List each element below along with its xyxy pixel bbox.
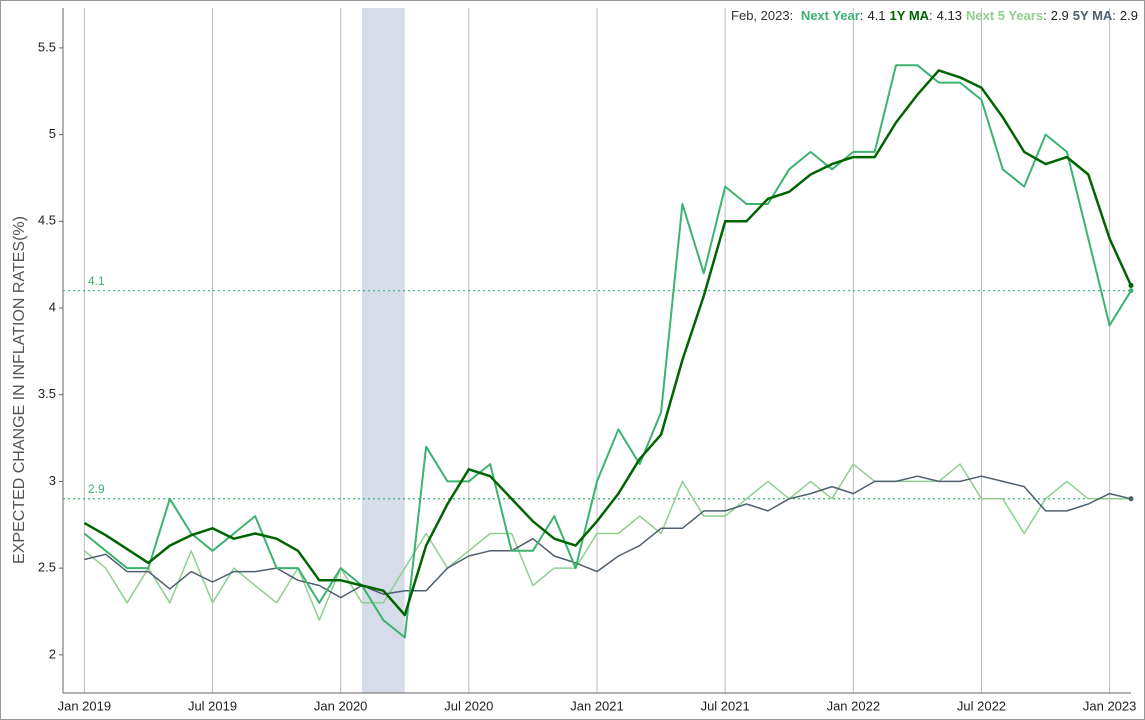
readout: Feb, 2023: Next Year: 4.1 1Y MA: 4.13 Next 5… xyxy=(731,8,1138,23)
y-tick-label: 5 xyxy=(49,126,56,141)
y-tick-label: 2 xyxy=(49,646,56,661)
last-point xyxy=(1128,496,1134,502)
y-tick-label: 5.5 xyxy=(38,39,56,54)
plot-area: 4.1 2.9 xyxy=(59,8,1134,694)
separator: : xyxy=(929,8,933,23)
reference-label: 2.9 xyxy=(88,482,105,496)
x-tick-label: Jul 2022 xyxy=(957,698,1006,713)
separator: : xyxy=(1043,8,1047,23)
readout-value: 4.1 xyxy=(867,8,885,23)
readout-value: 4.13 xyxy=(937,8,962,23)
y-tick-label: 2.5 xyxy=(38,560,56,575)
readout-date: Feb, 2023: xyxy=(731,8,793,23)
readout-series-name: 1Y MA xyxy=(890,8,930,23)
readout-series-name: Next Year xyxy=(801,8,860,23)
y-tick-label: 3.5 xyxy=(38,386,56,401)
last-point xyxy=(1128,282,1134,288)
x-tick-label: Jul 2021 xyxy=(701,698,750,713)
readout-series-name: Next 5 Years xyxy=(966,8,1043,23)
series-line xyxy=(83,69,1133,617)
last-point xyxy=(1128,288,1134,294)
y-tick-label: 4.5 xyxy=(38,213,56,228)
x-tick-label: Jul 2020 xyxy=(444,698,493,713)
series-line xyxy=(83,463,1131,621)
y-tick-label: 3 xyxy=(49,473,56,488)
y-axis-label: EXPECTED CHANGE IN INFLATION RATES(%) xyxy=(11,216,28,564)
x-tick-label: Jul 2019 xyxy=(188,698,237,713)
series-line xyxy=(84,475,1132,599)
separator: : xyxy=(860,8,864,23)
x-tick-label: Jan 2021 xyxy=(570,698,624,713)
series-line xyxy=(83,64,1132,639)
readout-value: 2.9 xyxy=(1120,8,1138,23)
y-tick-label: 4 xyxy=(49,299,56,314)
x-tick-label: Jan 2020 xyxy=(314,698,368,713)
x-tick-label: Jan 2023 xyxy=(1083,698,1137,713)
readout-value: 2.9 xyxy=(1051,8,1069,23)
x-tick-label: Jan 2022 xyxy=(827,698,881,713)
reference-label: 4.1 xyxy=(88,274,105,288)
separator: : xyxy=(1112,8,1116,23)
readout-series-name: 5Y MA xyxy=(1073,8,1113,23)
x-tick-label: Jan 2019 xyxy=(58,698,112,713)
